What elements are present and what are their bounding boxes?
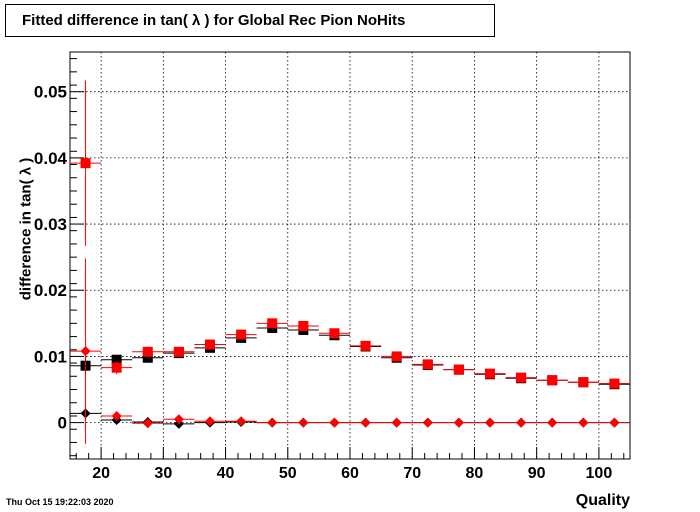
axes: 0 0.01 0.02 0.03 0.04 0.05 20 30 40 50 60 70 80 90 100: [34, 58, 625, 482]
data-marks: [70, 80, 630, 444]
x-tick-label: 30: [154, 465, 172, 482]
data-point-diamond: [142, 418, 153, 429]
x-tick-label: 80: [466, 465, 484, 482]
data-point-square: [205, 339, 215, 350]
x-tick-label: 90: [528, 465, 546, 482]
data-point-diamond: [609, 417, 620, 428]
x-tick-label: 70: [403, 465, 421, 482]
data-point-diamond: [516, 417, 527, 428]
data-point-diamond: [485, 417, 495, 428]
data-point-diamond: [267, 417, 278, 428]
y-tick-label: 0.03: [34, 215, 67, 234]
data-point-diamond: [391, 417, 402, 428]
x-axis-label: Quality: [575, 492, 630, 509]
data-point-square: [80, 158, 91, 169]
series-2: [70, 80, 630, 389]
data-point-diamond: [111, 410, 122, 421]
series-4: [70, 258, 630, 444]
chart-title: Fitted difference in tan( λ ) for Global…: [5, 4, 495, 37]
data-point-square: [111, 362, 122, 373]
x-tick-label: 20: [92, 465, 110, 482]
data-point-square: [142, 346, 153, 357]
data-point-square: [267, 318, 278, 329]
data-point-square: [547, 375, 558, 386]
series-3: [70, 406, 630, 429]
data-point-square: [142, 352, 153, 363]
data-point-diamond: [360, 417, 371, 428]
y-tick-label: 0.01: [34, 347, 67, 366]
data-point-diamond: [453, 417, 464, 428]
data-point-diamond: [80, 346, 91, 357]
data-point-diamond: [547, 417, 558, 428]
data-point-square: [391, 351, 402, 362]
x-tick-label: 50: [279, 465, 297, 482]
data-point-diamond: [298, 417, 309, 428]
data-point-diamond: [236, 416, 247, 427]
y-tick-label: 0.02: [34, 281, 67, 300]
data-point-square: [609, 378, 620, 389]
x-tick-label: 40: [217, 465, 235, 482]
data-point-square: [173, 346, 184, 357]
y-tick-label: 0: [58, 414, 67, 433]
data-point-square: [578, 377, 589, 388]
data-point-square: [453, 364, 464, 375]
data-point-square: [422, 359, 433, 370]
data-point-square: [236, 329, 247, 340]
data-point-square: [111, 354, 122, 365]
grid: [70, 52, 630, 459]
y-tick-label: 0.05: [34, 83, 67, 102]
data-point-square: [298, 320, 309, 331]
data-point-diamond: [173, 414, 184, 425]
data-point-square: [485, 368, 495, 379]
data-point-diamond: [578, 417, 589, 428]
y-axis-label: difference in tan( λ ): [17, 157, 35, 301]
data-point-diamond: [329, 417, 340, 428]
x-tick-label: 60: [341, 465, 359, 482]
data-point-square: [516, 372, 527, 383]
data-point-diamond: [422, 417, 433, 428]
y-tick-label: 0.04: [34, 149, 68, 168]
data-point-square: [360, 340, 371, 351]
data-point-diamond: [205, 416, 215, 427]
timestamp: Thu Oct 15 19:22:03 2020: [6, 497, 114, 507]
data-point-square: [329, 328, 340, 339]
x-tick-label: 100: [586, 465, 613, 482]
